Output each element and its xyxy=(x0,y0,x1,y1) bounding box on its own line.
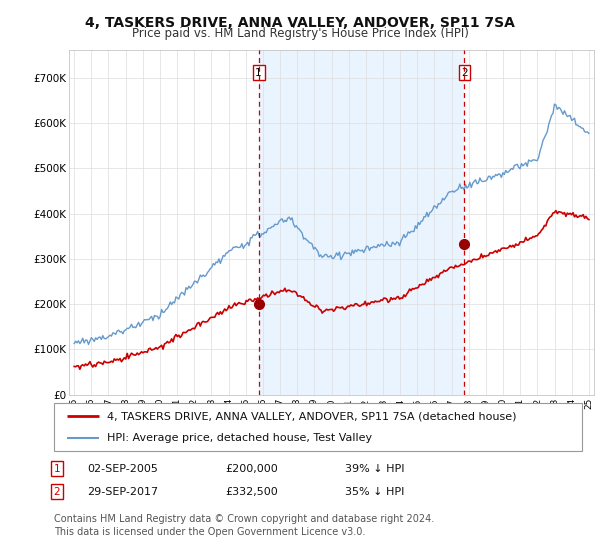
Text: 29-SEP-2017: 29-SEP-2017 xyxy=(87,487,158,497)
Text: 02-SEP-2005: 02-SEP-2005 xyxy=(87,464,158,474)
Text: £332,500: £332,500 xyxy=(225,487,278,497)
FancyBboxPatch shape xyxy=(54,403,582,451)
Text: 2: 2 xyxy=(461,68,468,78)
Text: 39% ↓ HPI: 39% ↓ HPI xyxy=(345,464,404,474)
Text: 2: 2 xyxy=(53,487,61,497)
Text: 1: 1 xyxy=(53,464,61,474)
Text: Price paid vs. HM Land Registry's House Price Index (HPI): Price paid vs. HM Land Registry's House … xyxy=(131,27,469,40)
Text: 4, TASKERS DRIVE, ANNA VALLEY, ANDOVER, SP11 7SA: 4, TASKERS DRIVE, ANNA VALLEY, ANDOVER, … xyxy=(85,16,515,30)
Text: 4, TASKERS DRIVE, ANNA VALLEY, ANDOVER, SP11 7SA (detached house): 4, TASKERS DRIVE, ANNA VALLEY, ANDOVER, … xyxy=(107,411,516,421)
Text: 35% ↓ HPI: 35% ↓ HPI xyxy=(345,487,404,497)
Bar xyxy=(259,50,464,395)
Text: 1: 1 xyxy=(255,68,262,78)
Text: Contains HM Land Registry data © Crown copyright and database right 2024.
This d: Contains HM Land Registry data © Crown c… xyxy=(54,514,434,537)
Text: £200,000: £200,000 xyxy=(225,464,278,474)
Text: HPI: Average price, detached house, Test Valley: HPI: Average price, detached house, Test… xyxy=(107,433,372,443)
